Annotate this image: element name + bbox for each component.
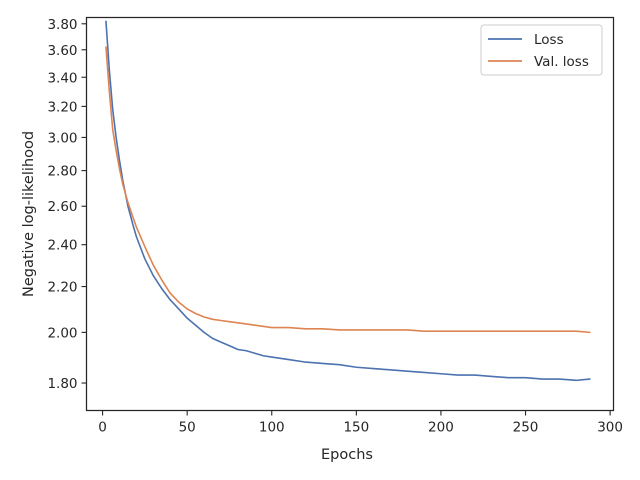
series-line-loss <box>105 20 591 382</box>
legend-label-val-loss: Val. loss <box>534 54 589 70</box>
y-tick-label: 2.80 <box>47 164 77 180</box>
y-tick-label: 3.80 <box>47 17 77 33</box>
x-tick-label: 250 <box>513 420 539 436</box>
y-tick-label: 3.60 <box>47 43 77 59</box>
y-tick-label: 2.00 <box>47 325 77 341</box>
x-tick-label: 0 <box>98 420 107 436</box>
x-tick-label: 150 <box>343 420 369 436</box>
x-axis-label: Epochs <box>321 447 373 463</box>
axes-layer: 0 50 100 150 200 250 300 1.80 2.00 2.20 2.40 2.60 2.… <box>47 17 623 436</box>
y-tick-label: 2.60 <box>47 199 77 215</box>
y-tick-label: 2.40 <box>47 238 77 254</box>
legend-label-loss: Loss <box>534 32 564 48</box>
y-tick-label: 3.20 <box>47 99 77 115</box>
legend: Loss Val. loss <box>480 24 603 76</box>
y-axis-label: Negative log-likelihood <box>21 131 37 297</box>
y-tick-label: 1.80 <box>47 376 77 392</box>
plot-frame <box>85 16 615 412</box>
x-tick-label: 300 <box>597 420 623 436</box>
legend-box <box>480 24 603 76</box>
y-tick-label: 3.40 <box>47 70 77 86</box>
x-tick-label: 50 <box>179 420 196 436</box>
series-layer <box>105 20 591 382</box>
series-line-val-loss <box>105 46 591 334</box>
x-tick-label: 200 <box>428 420 454 436</box>
y-tick-label: 2.20 <box>47 280 77 296</box>
y-tick-label: 3.00 <box>47 130 77 146</box>
x-tick-label: 100 <box>259 420 285 436</box>
